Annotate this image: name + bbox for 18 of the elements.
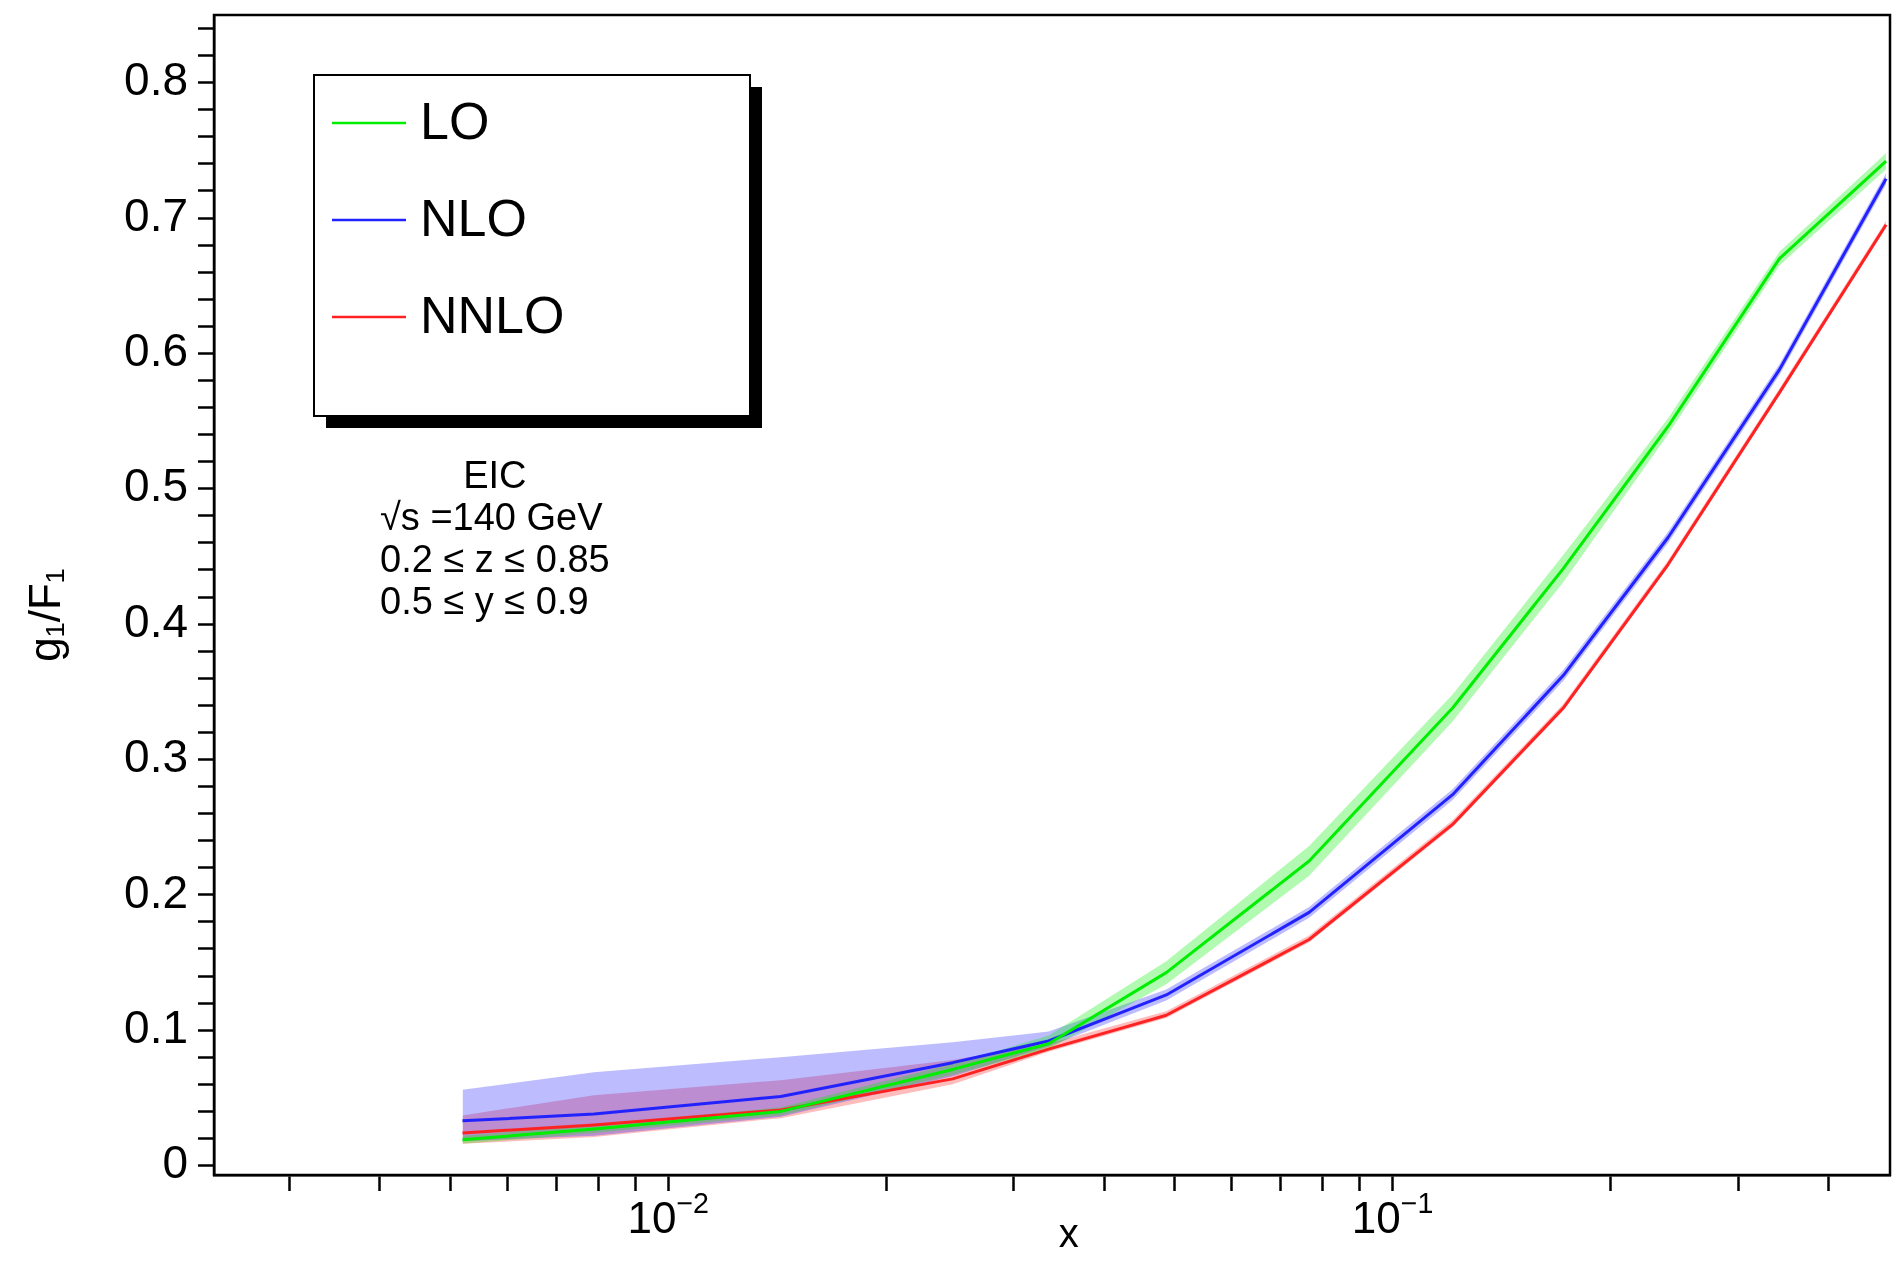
y-tick-label: 0.5 — [124, 459, 188, 512]
legend-label: LO — [420, 92, 490, 151]
y-tick-label: 0.8 — [124, 53, 188, 106]
annotation: EIC — [463, 454, 527, 496]
y-tick-label: 0.7 — [124, 188, 188, 241]
legend-label: NLO — [420, 189, 527, 248]
y-tick-label: 0.6 — [124, 324, 188, 377]
y-axis-title: g₁/F₁ — [20, 568, 70, 662]
y-tick-label: 0.3 — [124, 730, 188, 783]
legend-label: NNLO — [420, 286, 565, 345]
annotation: √s =140 GeV — [380, 496, 604, 538]
annotation: 0.2 ≤ z ≤ 0.85 — [380, 538, 610, 580]
y-tick-label: 0.2 — [124, 865, 188, 918]
x-axis-title: x — [1058, 1211, 1079, 1255]
annotation: 0.5 ≤ y ≤ 0.9 — [380, 580, 589, 622]
y-tick-label: 0.4 — [124, 594, 188, 647]
y-tick-label: 0 — [162, 1136, 188, 1189]
y-tick-label: 0.1 — [124, 1000, 188, 1053]
